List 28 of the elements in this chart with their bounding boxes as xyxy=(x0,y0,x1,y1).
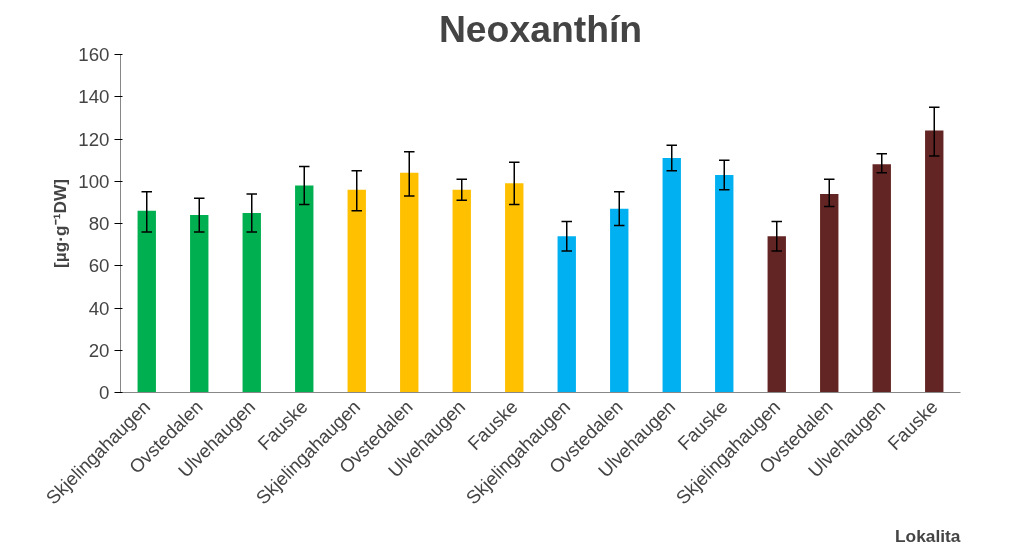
x-axis-title: Lokalita xyxy=(895,525,961,546)
y-tick-label: 20 xyxy=(88,339,110,361)
bar xyxy=(872,164,891,393)
bar xyxy=(505,183,524,393)
y-tick-label: 80 xyxy=(88,213,110,234)
bar xyxy=(242,212,261,393)
y-tick-label: 100 xyxy=(78,170,110,192)
y-tick-label: 120 xyxy=(78,128,110,150)
bar xyxy=(452,189,471,393)
bar xyxy=(190,215,209,393)
bar xyxy=(137,210,156,393)
bar xyxy=(820,193,839,393)
bar xyxy=(715,174,734,393)
y-tick-label: 160 xyxy=(78,44,110,65)
y-tick-label: 140 xyxy=(78,86,110,108)
bar xyxy=(557,236,576,393)
bar xyxy=(767,236,786,393)
y-tick-label: 0 xyxy=(99,382,110,403)
bar xyxy=(347,189,366,393)
bar xyxy=(295,185,314,393)
bar xyxy=(662,158,681,393)
bar xyxy=(925,130,944,393)
y-axis-title: [µg·g⁻¹DW] xyxy=(50,178,71,269)
y-tick-label: 60 xyxy=(88,255,110,277)
bar xyxy=(610,208,629,393)
chart-title: Neoxanthín xyxy=(438,7,643,50)
y-tick-label: 40 xyxy=(88,297,110,319)
bar xyxy=(400,172,419,393)
